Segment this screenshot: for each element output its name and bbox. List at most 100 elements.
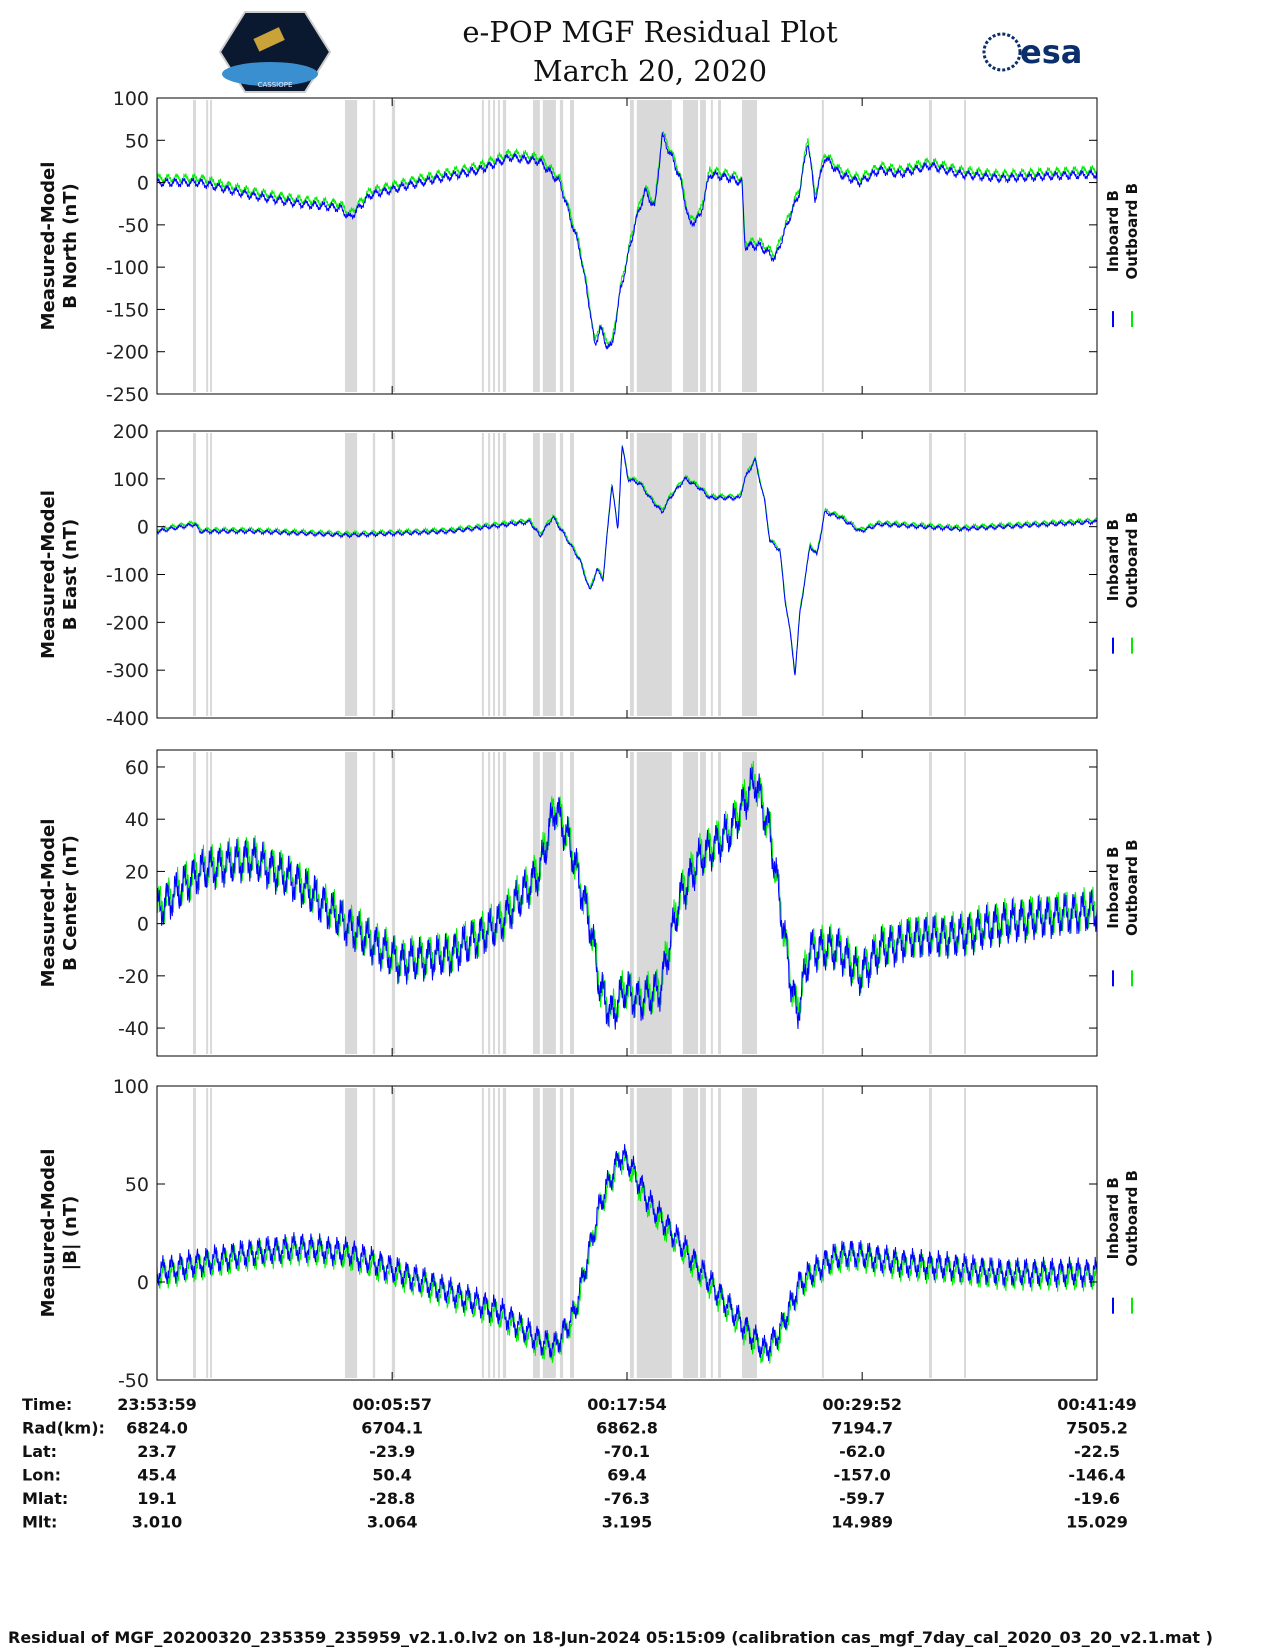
row-value: -62.0 bbox=[839, 1442, 885, 1461]
shaded-interval bbox=[559, 752, 564, 1054]
y-tick-label: 0 bbox=[137, 1272, 149, 1294]
panel-2: 200 100 0 -100 -200 -300 -400 Measured-Model B E… bbox=[38, 421, 1141, 730]
row-label: Mlt: bbox=[22, 1513, 57, 1532]
shaded-interval bbox=[345, 433, 358, 716]
shaded-interval bbox=[533, 100, 540, 392]
plot-frame bbox=[156, 1085, 1098, 1381]
y-axis-label: Measured-Model bbox=[38, 162, 59, 331]
shaded-interval bbox=[928, 433, 932, 716]
y-tick-label: 40 bbox=[125, 809, 149, 831]
legend-entry-outboard: Outboard B bbox=[1123, 839, 1141, 936]
y-tick-label: 60 bbox=[125, 757, 149, 779]
shaded-interval bbox=[542, 100, 556, 392]
row-label: Lat: bbox=[22, 1442, 57, 1461]
shaded-interval bbox=[391, 433, 396, 716]
row-value: -23.9 bbox=[369, 1442, 415, 1461]
y-tick-label: -300 bbox=[106, 660, 149, 682]
shaded-interval bbox=[718, 100, 721, 392]
shaded-interval bbox=[542, 1088, 556, 1378]
info-table: Time: 23:53:59 00:05:57 00:17:54 00:29:52 00:… bbox=[22, 1395, 1137, 1532]
row-value: 00:41:49 bbox=[1057, 1395, 1137, 1414]
row-value: -59.7 bbox=[839, 1489, 885, 1508]
y-tick-label: -50 bbox=[118, 215, 149, 237]
row-value: 6824.0 bbox=[126, 1419, 188, 1438]
info-table-row: Time: 23:53:59 00:05:57 00:17:54 00:29:52 00:… bbox=[22, 1395, 1137, 1414]
shaded-interval bbox=[497, 752, 500, 1054]
row-value: 15.029 bbox=[1066, 1513, 1128, 1532]
y-tick-label: 200 bbox=[113, 421, 149, 443]
shaded-interval bbox=[497, 433, 500, 716]
shaded-interval bbox=[488, 433, 491, 716]
shaded-interval bbox=[210, 100, 213, 392]
shaded-interval bbox=[345, 752, 358, 1054]
y-tick-label: 50 bbox=[125, 1174, 149, 1196]
shaded-interval bbox=[533, 1088, 540, 1378]
esa-logo: esa bbox=[982, 32, 1082, 72]
shaded-interval bbox=[570, 752, 574, 1054]
shaded-interval bbox=[710, 752, 713, 1054]
shaded-interval bbox=[629, 433, 634, 716]
shaded-interval bbox=[372, 752, 376, 1054]
shaded-interval bbox=[928, 1088, 932, 1378]
shaded-interval bbox=[821, 752, 824, 1054]
shaded-interval bbox=[928, 100, 932, 392]
shaded-interval bbox=[372, 1088, 376, 1378]
shaded-interval bbox=[718, 752, 721, 1054]
row-value: -22.5 bbox=[1074, 1442, 1120, 1461]
shaded-interval bbox=[193, 100, 196, 392]
shaded-interval bbox=[629, 1088, 634, 1378]
shaded-interval bbox=[629, 752, 634, 1054]
inboard-series-line bbox=[157, 446, 1097, 676]
y-tick-label: -100 bbox=[106, 257, 149, 279]
shaded-interval bbox=[493, 1088, 496, 1378]
shaded-interval bbox=[372, 433, 376, 716]
shaded-interval bbox=[629, 100, 634, 392]
row-value: 14.989 bbox=[831, 1513, 893, 1532]
shaded-interval bbox=[497, 1088, 500, 1378]
shaded-interval bbox=[741, 752, 758, 1054]
y-axis-label: Measured-Model bbox=[38, 819, 59, 988]
shaded-interval bbox=[821, 100, 824, 392]
shaded-interval bbox=[210, 752, 213, 1054]
shaded-interval bbox=[502, 100, 507, 392]
y-tick-label: -40 bbox=[118, 1018, 149, 1040]
shaded-interval bbox=[964, 433, 967, 716]
y-tick-label: -150 bbox=[106, 299, 149, 321]
shaded-interval bbox=[710, 100, 713, 392]
inboard-series-line bbox=[157, 767, 1097, 1030]
shaded-interval bbox=[193, 752, 196, 1054]
shaded-interval bbox=[570, 1088, 574, 1378]
y-tick-label: -250 bbox=[106, 384, 149, 406]
y-tick-label: 50 bbox=[125, 130, 149, 152]
row-value: -157.0 bbox=[834, 1466, 891, 1485]
shaded-interval bbox=[481, 752, 484, 1054]
shaded-interval bbox=[193, 433, 196, 716]
shaded-interval bbox=[542, 752, 556, 1054]
row-value: 3.010 bbox=[132, 1513, 183, 1532]
plot-frame bbox=[156, 749, 1098, 1057]
y-tick-label: 100 bbox=[113, 469, 149, 491]
shaded-interval bbox=[710, 433, 713, 716]
row-value: 23.7 bbox=[137, 1442, 176, 1461]
y-tick-label: -400 bbox=[106, 708, 149, 730]
shaded-interval bbox=[345, 100, 358, 392]
shaded-interval bbox=[559, 433, 564, 716]
shaded-interval bbox=[372, 100, 376, 392]
info-table-row: Mlt: 3.010 3.064 3.195 14.989 15.029 bbox=[22, 1513, 1128, 1532]
y-tick-label: 20 bbox=[125, 861, 149, 883]
shaded-interval bbox=[206, 433, 209, 716]
shaded-interval bbox=[683, 100, 699, 392]
y-axis-label: B East (nT) bbox=[60, 519, 81, 631]
y-axis-label: B North (nT) bbox=[60, 183, 81, 309]
shaded-interval bbox=[700, 1088, 706, 1378]
shaded-interval bbox=[502, 1088, 507, 1378]
shaded-interval bbox=[683, 752, 699, 1054]
shaded-interval bbox=[206, 1088, 209, 1378]
row-label: Mlat: bbox=[22, 1489, 68, 1508]
row-label: Time: bbox=[22, 1395, 72, 1414]
shaded-interval bbox=[570, 100, 574, 392]
row-value: 7505.2 bbox=[1066, 1419, 1128, 1438]
shaded-interval bbox=[821, 1088, 824, 1378]
